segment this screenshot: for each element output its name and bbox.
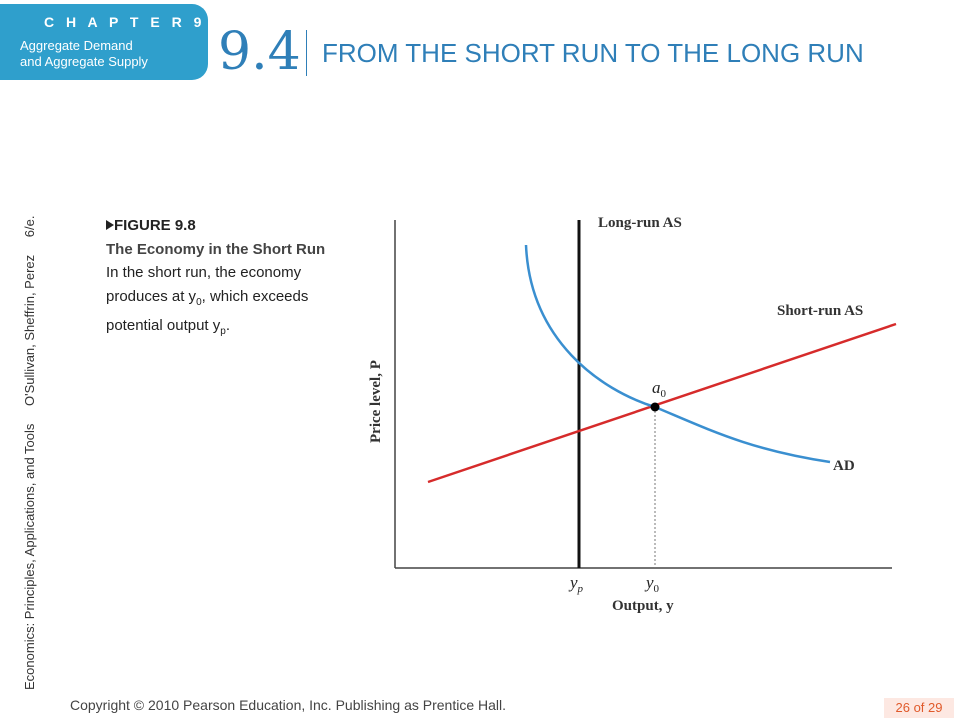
page-number: 26 of 29 [884, 698, 954, 718]
section-title: FROM THE SHORT RUN TO THE LONG RUN [322, 38, 864, 68]
side-credit: Economics: Principles, Applications, and… [22, 202, 37, 690]
title-divider [306, 30, 307, 76]
y0-tick-letter: y [644, 573, 654, 592]
chapter-subtitle: Aggregate Demand and Aggregate Supply [20, 38, 148, 70]
book-title: Economics: Principles, Applications, and… [22, 423, 37, 690]
yp-tick-label: yp [568, 573, 584, 595]
description-middle: , which exceeds potential output y [106, 287, 309, 335]
point-label-sub: 0 [661, 388, 667, 400]
copyright: Copyright © 2010 Pearson Education, Inc.… [70, 697, 507, 713]
ad-label: AD [833, 458, 855, 474]
point-label: a0 [652, 378, 667, 400]
long-run-as-label: Long-run AS [598, 215, 682, 231]
book-authors: O'Sullivan, Sheffrin, Perez [22, 254, 37, 406]
equilibrium-point [650, 402, 660, 412]
book-edition: 6/e. [22, 215, 37, 238]
description-suffix: . [225, 317, 230, 334]
triangle-bullet-icon [106, 220, 114, 230]
x-axis-label: Output, y [612, 598, 674, 614]
chapter-subtitle-line1: Aggregate Demand [20, 38, 133, 53]
figure-title: The Economy in the Short Run [106, 240, 326, 258]
figure-caption: FIGURE 9.8 The Economy in the Short Run … [106, 214, 346, 344]
ad-as-diagram: Long-run AS Short-run AS AD a0 yp y0 Out… [368, 215, 897, 614]
y0-tick-sub: 0 [654, 583, 660, 595]
chapter-tab: C H A P T E R 9 Aggregate Demand and Agg… [0, 4, 208, 80]
chapter-label: C H A P T E R 9 [44, 14, 206, 30]
chapter-subtitle-line2: and Aggregate Supply [20, 54, 148, 69]
figure-description: In the short run, the economy produces a… [106, 261, 346, 344]
short-run-as-curve [427, 322, 897, 484]
y-axis-label: Price level, P [368, 360, 384, 443]
short-run-as-label: Short-run AS [777, 303, 863, 319]
ad-curve [524, 244, 831, 464]
description-prefix: In the short run, the economy produces a… [106, 264, 302, 305]
yp-subscript: p [220, 326, 226, 337]
yp-tick-sub: p [577, 583, 584, 595]
y0-subscript: 0 [196, 296, 202, 308]
y0-tick-label: y0 [644, 573, 660, 595]
yp-tick-letter: y [568, 573, 578, 592]
point-label-letter: a [652, 378, 661, 397]
section-number: 9.4 [218, 22, 301, 82]
figure-number-line: FIGURE 9.8 [106, 214, 346, 238]
figure-number: FIGURE 9.8 [114, 217, 196, 234]
